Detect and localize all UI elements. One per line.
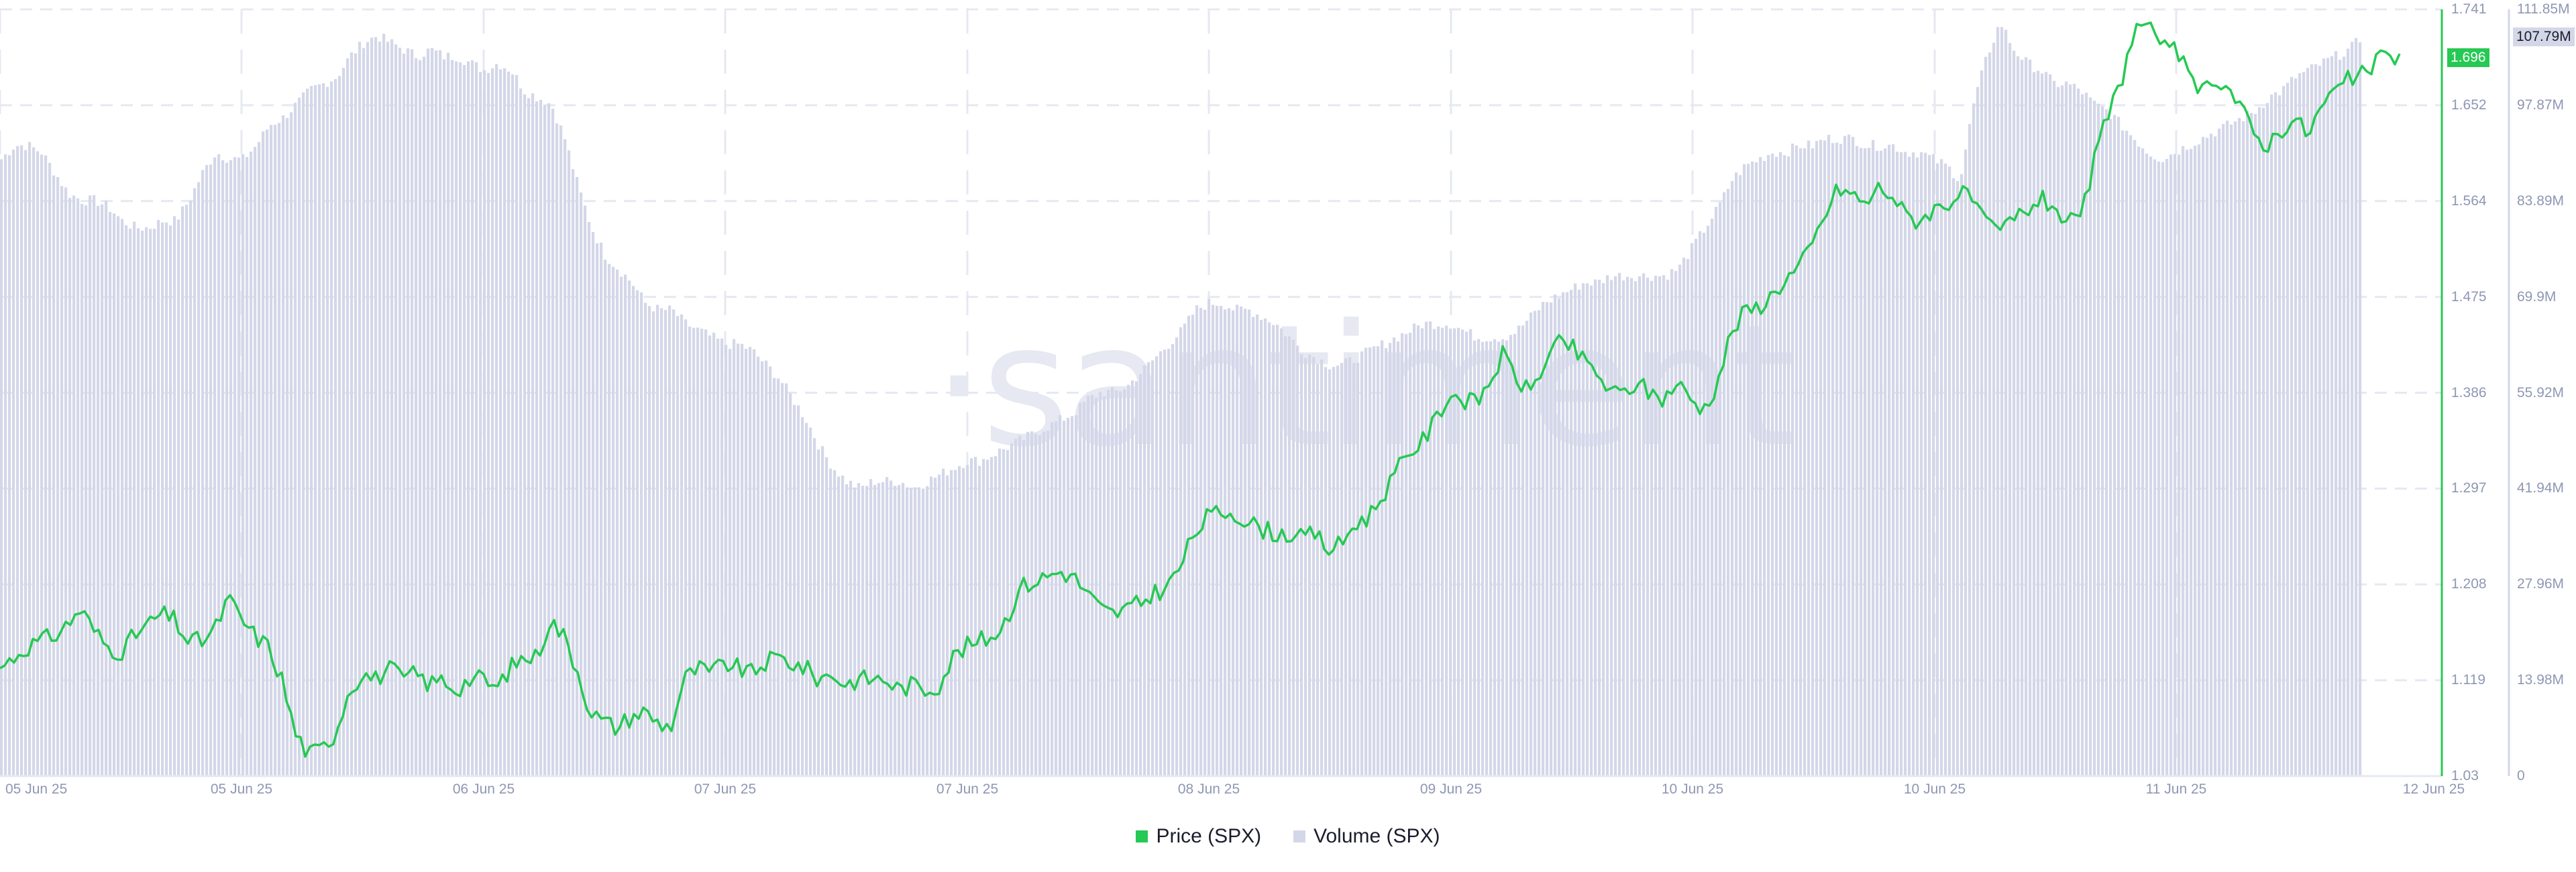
price-tick-label: 1.386 bbox=[2451, 384, 2487, 400]
price-line[interactable] bbox=[0, 21, 2401, 758]
x-tick-label: 07 Jun 25 bbox=[694, 781, 757, 797]
price-tick-label: 1.119 bbox=[2451, 672, 2485, 688]
volume-tick-label: 27.96M bbox=[2517, 576, 2565, 592]
volume-tick-label: 41.94M bbox=[2517, 480, 2565, 496]
volume-tick-label: 97.87M bbox=[2517, 97, 2565, 113]
price-tick-label: 1.741 bbox=[2451, 1, 2487, 17]
chart-legend: Price (SPX) Volume (SPX) bbox=[0, 825, 2576, 848]
price-tick-label: 1.208 bbox=[2451, 576, 2487, 592]
x-tick-label: 08 Jun 25 bbox=[1177, 781, 1240, 797]
volume-swatch-icon bbox=[1293, 830, 1306, 842]
volume-tick-label: 13.98M bbox=[2517, 672, 2565, 688]
x-tick-label: 06 Jun 25 bbox=[452, 781, 515, 797]
current-price-badge: 1.696 bbox=[2447, 48, 2489, 68]
x-tick-label: 10 Jun 25 bbox=[1903, 781, 1966, 797]
x-tick-label: 11 Jun 25 bbox=[2145, 781, 2207, 797]
price-tick-label: 1.03 bbox=[2451, 768, 2479, 783]
price-tick-label: 1.297 bbox=[2451, 480, 2487, 496]
volume-tick-label: 55.92M bbox=[2517, 384, 2565, 400]
x-tick-label: 07 Jun 25 bbox=[936, 781, 999, 797]
legend-item-volume[interactable]: Volume (SPX) bbox=[1293, 825, 1440, 848]
volume-bars[interactable] bbox=[0, 27, 2362, 777]
volume-tick-label: 0 bbox=[2517, 768, 2525, 783]
volume-tick-label: 111.85M bbox=[2517, 1, 2570, 17]
volume-tick-label: 83.89M bbox=[2517, 193, 2565, 209]
x-tick-label: 05 Jun 25 bbox=[5, 781, 68, 797]
current-volume-badge: 107.79M bbox=[2513, 28, 2575, 47]
x-tick-label: 12 Jun 25 bbox=[2402, 781, 2465, 797]
volume-tick-label: 69.9M bbox=[2517, 288, 2557, 305]
x-tick-label: 05 Jun 25 bbox=[210, 781, 273, 797]
axes bbox=[0, 9, 2510, 777]
price-tick-label: 1.564 bbox=[2451, 193, 2487, 209]
legend-label-price: Price (SPX) bbox=[1156, 825, 1262, 847]
price-tick-label: 1.475 bbox=[2451, 288, 2487, 305]
x-tick-label: 10 Jun 25 bbox=[1661, 781, 1724, 797]
legend-label-volume: Volume (SPX) bbox=[1313, 825, 1440, 847]
price-tick-label: 1.652 bbox=[2451, 97, 2487, 113]
x-tick-label: 09 Jun 25 bbox=[1419, 781, 1483, 797]
price-swatch-icon bbox=[1136, 830, 1148, 842]
legend-item-price[interactable]: Price (SPX) bbox=[1136, 825, 1261, 848]
